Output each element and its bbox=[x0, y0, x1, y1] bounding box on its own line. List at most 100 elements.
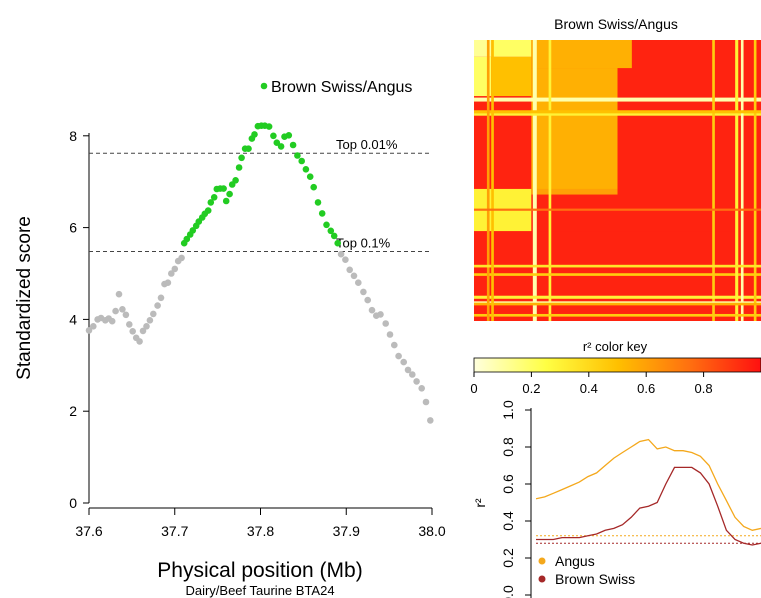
score-x-axis: 37.6 37.7 37.8 37.9 38.0 Physical position (… bbox=[75, 507, 446, 598]
score-x-ticks: 37.6 37.7 37.8 37.9 38.0 bbox=[75, 508, 446, 539]
score-point bbox=[265, 123, 273, 130]
score-point bbox=[409, 371, 416, 378]
score-point bbox=[210, 194, 218, 201]
color-key-tick-label: 0.8 bbox=[695, 381, 713, 396]
color-key-tick-label: 0.6 bbox=[637, 381, 655, 396]
score-point bbox=[245, 145, 252, 152]
score-point bbox=[273, 139, 281, 146]
heatmap-block bbox=[491, 56, 532, 97]
r2-legend-brown-swiss-marker bbox=[538, 575, 546, 583]
heatmap-line bbox=[532, 40, 537, 321]
score-y-tick-label: 6 bbox=[69, 220, 77, 236]
score-x-tick-label: 37.8 bbox=[247, 523, 274, 539]
score-point bbox=[314, 199, 322, 206]
score-point bbox=[164, 279, 172, 287]
score-point bbox=[404, 366, 412, 374]
threshold-label: Top 0.01% bbox=[336, 137, 398, 152]
heatmap-line bbox=[474, 264, 761, 268]
score-y-axis: 0 2 4 6 8 Standardized score bbox=[14, 128, 90, 511]
r2-line-brown-swiss bbox=[536, 466, 761, 546]
r2-legend-angus-marker bbox=[538, 557, 546, 565]
r2-y-tick-label: 0.4 bbox=[500, 511, 516, 531]
heatmap-block bbox=[491, 40, 532, 57]
score-subtitle: Dairy/Beef Taurine BTA24 bbox=[185, 583, 334, 598]
r2-lines bbox=[536, 438, 761, 546]
score-y-axis-label: Standardized score bbox=[14, 216, 35, 380]
score-point bbox=[377, 311, 384, 318]
score-point bbox=[129, 328, 136, 335]
heatmap-line bbox=[491, 40, 494, 321]
heatmap-line bbox=[474, 295, 761, 299]
r2-y-tick-label: 1.0 bbox=[500, 400, 516, 420]
score-point bbox=[418, 385, 426, 392]
score-point bbox=[289, 141, 297, 149]
score-point bbox=[171, 265, 179, 273]
score-point bbox=[226, 190, 233, 198]
r2-legend-angus-label: Angus bbox=[555, 553, 595, 569]
score-point bbox=[327, 227, 335, 235]
heatmap-block bbox=[531, 40, 632, 69]
score-point bbox=[238, 154, 245, 162]
heatmap-line bbox=[474, 113, 761, 116]
r2-plot: 0.0 0.2 0.4 0.6 0.8 1.0 r² Angus Brown Swiss bbox=[472, 400, 761, 598]
heatmap-line bbox=[712, 40, 715, 321]
score-point bbox=[298, 157, 306, 165]
score-point bbox=[90, 323, 97, 330]
score-y-tick-label: 4 bbox=[69, 311, 77, 327]
threshold-label: Top 0.1% bbox=[336, 235, 391, 250]
score-point bbox=[178, 254, 185, 262]
heatmap-line bbox=[474, 302, 761, 306]
score-points bbox=[85, 122, 434, 424]
score-point bbox=[235, 164, 243, 171]
r2-y-tick-label: 0.2 bbox=[500, 548, 516, 568]
color-key-tick-label: 0.2 bbox=[522, 381, 540, 396]
score-x-axis-label: Physical position (Mb) bbox=[157, 559, 362, 582]
r2-legend: Angus Brown Swiss bbox=[538, 553, 635, 587]
score-point bbox=[400, 358, 408, 366]
heatmap-line bbox=[474, 301, 761, 304]
score-point bbox=[395, 352, 402, 360]
score-point bbox=[183, 235, 191, 243]
score-point bbox=[386, 331, 394, 338]
r2-y-tick-label: 0.8 bbox=[500, 437, 516, 457]
score-point bbox=[368, 306, 376, 314]
score-point bbox=[119, 306, 126, 313]
heatmap-title: Brown Swiss/Angus bbox=[554, 16, 678, 32]
score-x-tick-label: 37.6 bbox=[75, 523, 102, 539]
heatmap-line bbox=[474, 97, 761, 102]
heatmap-cells bbox=[474, 40, 761, 321]
color-key-bar bbox=[473, 357, 761, 373]
score-point bbox=[136, 338, 143, 345]
score-point bbox=[330, 232, 338, 240]
score-y-tick-label: 2 bbox=[69, 403, 77, 419]
color-key-ticks: 0 0.2 0.4 0.6 0.8 bbox=[470, 372, 713, 396]
score-point bbox=[150, 310, 157, 318]
score-point bbox=[285, 132, 293, 139]
score-point bbox=[115, 290, 123, 298]
score-point bbox=[360, 288, 367, 296]
score-point bbox=[143, 323, 150, 330]
score-point bbox=[422, 398, 430, 406]
score-point bbox=[318, 210, 326, 217]
score-point bbox=[126, 321, 133, 328]
score-point bbox=[355, 279, 362, 287]
score-legend-label: Brown Swiss/Angus bbox=[271, 79, 412, 96]
score-point bbox=[277, 143, 285, 150]
score-point bbox=[337, 250, 345, 258]
score-point bbox=[294, 152, 301, 159]
score-point bbox=[364, 296, 372, 304]
score-x-tick-label: 38.0 bbox=[418, 523, 445, 539]
score-point bbox=[350, 272, 358, 280]
r2-y-tick-label: 0.0 bbox=[500, 585, 516, 598]
r2-line-angus bbox=[536, 438, 761, 531]
heatmap-line bbox=[474, 208, 761, 211]
r2-y-ticks: 0.0 0.2 0.4 0.6 0.8 1.0 bbox=[500, 400, 531, 598]
score-point bbox=[207, 199, 215, 206]
score-point bbox=[342, 256, 349, 264]
heatmap-block bbox=[531, 68, 618, 189]
score-point bbox=[139, 327, 147, 335]
color-key: r² color key 0 0.2 0.4 0.6 0.8 bbox=[470, 339, 761, 396]
score-point bbox=[310, 183, 318, 191]
